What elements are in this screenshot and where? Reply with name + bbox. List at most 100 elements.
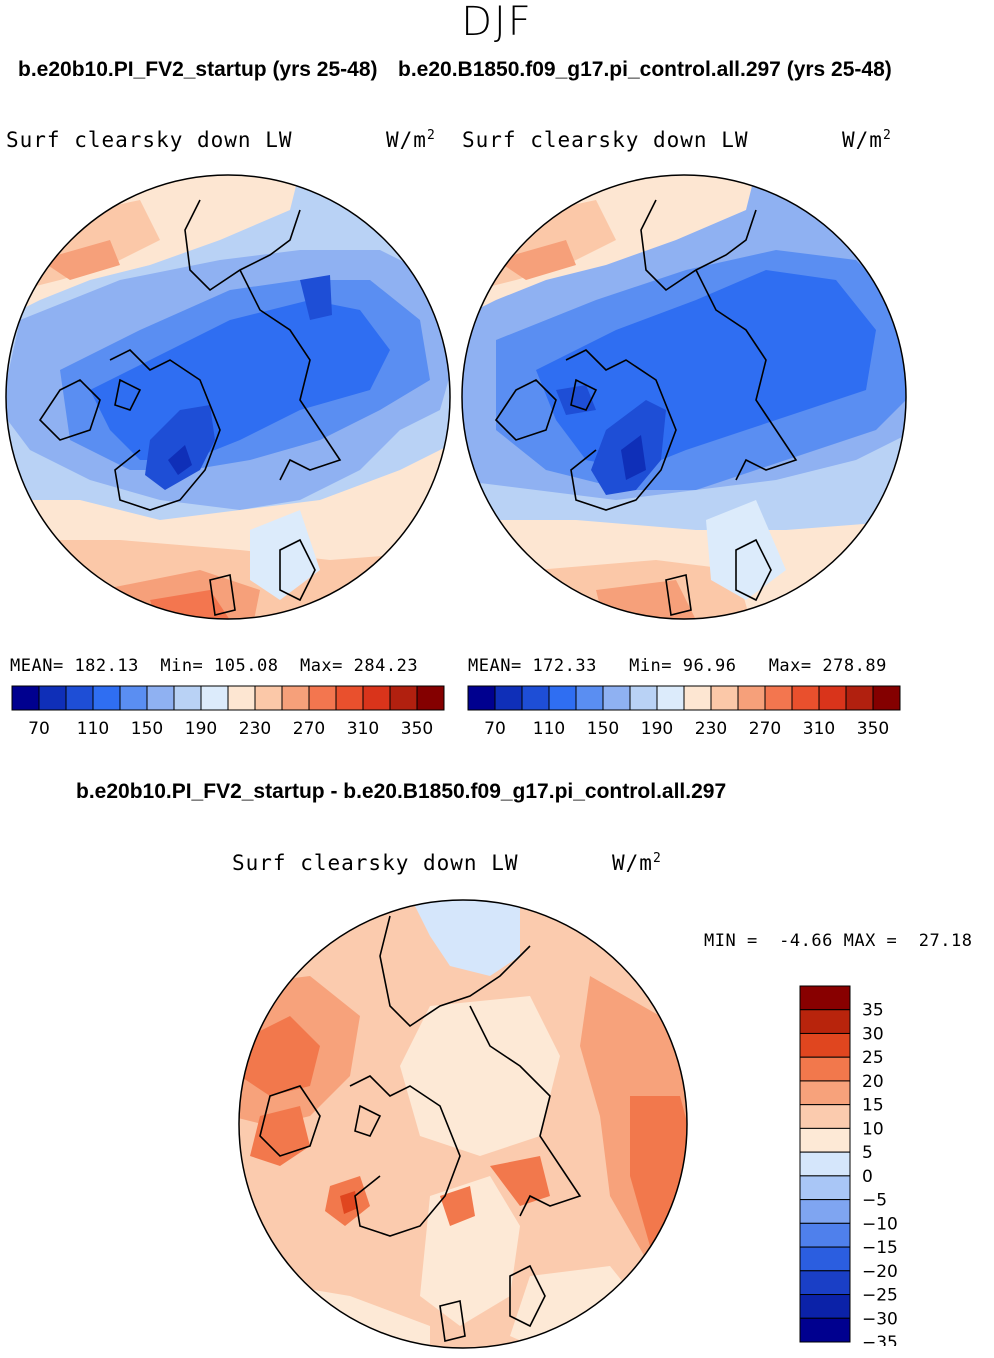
colorbar-swatch-l-14 bbox=[389, 685, 418, 711]
diff-coastlines bbox=[259, 915, 582, 1342]
colorbar-swatch-l-13 bbox=[362, 685, 391, 711]
left-variable-label: Surf clearsky down LW bbox=[6, 128, 293, 152]
diff-colorbar-swatch bbox=[799, 1317, 851, 1343]
colorbar-swatch-r-3 bbox=[548, 685, 577, 711]
diff-map-fill bbox=[239, 900, 687, 1348]
diff-colorbar-tick-label: −35 bbox=[862, 1333, 898, 1346]
colorbar-tick-label: 310 bbox=[803, 719, 835, 739]
colorbar-tick-label: 110 bbox=[533, 719, 565, 739]
right-stats: MEAN= 172.33 Min= 96.96 Max= 278.89 bbox=[468, 656, 887, 676]
diff-colorbar-tick-label: 15 bbox=[862, 1096, 884, 1116]
colorbar-tick-label: 270 bbox=[749, 719, 781, 739]
diff-colorbar-swatch bbox=[799, 1175, 851, 1201]
colorbar-swatch-l-4 bbox=[119, 685, 148, 711]
colorbar-swatch-l-3 bbox=[92, 685, 121, 711]
diff-polar-map bbox=[238, 899, 688, 1349]
colorbar-swatch-r-4 bbox=[575, 685, 604, 711]
diff-colorbar-tick-label: −20 bbox=[862, 1262, 898, 1282]
diff-colorbar-tick-label: −5 bbox=[862, 1191, 887, 1211]
colorbar-swatch-l-1 bbox=[38, 685, 67, 711]
diff-variable-label: Surf clearsky down LW bbox=[232, 851, 519, 875]
diff-colorbar-tick-label: −10 bbox=[862, 1214, 898, 1234]
diff-colorbar-swatch bbox=[799, 1270, 851, 1296]
diff-colorbar-swatch bbox=[799, 1032, 851, 1058]
colorbar-swatch-r-6 bbox=[629, 685, 658, 711]
colorbar-tick-label: 150 bbox=[131, 719, 163, 739]
right-units-label: W/m2 bbox=[842, 128, 892, 152]
diff-colorbar-tick-label: 5 bbox=[862, 1143, 873, 1163]
colorbar-swatch-l-12 bbox=[335, 685, 364, 711]
left-case-header: b.e20b10.PI_FV2_startup (yrs 25-48) bbox=[18, 58, 378, 81]
colorbar-tick-label: 70 bbox=[28, 719, 50, 739]
colorbar-swatch-l-5 bbox=[146, 685, 175, 711]
diff-colorbar-swatch bbox=[799, 1080, 851, 1106]
right-map-fill bbox=[462, 175, 906, 619]
colorbar-tick-label: 310 bbox=[347, 719, 379, 739]
colorbar-swatch-r-5 bbox=[602, 685, 631, 711]
diff-colorbar-tick-label: 30 bbox=[862, 1024, 884, 1044]
left-colorbar: 70 110 150 190 230 270 310 350 bbox=[11, 685, 445, 739]
right-case-header: b.e20.B1850.f09_g17.pi_control.all.297 (… bbox=[398, 58, 892, 81]
diff-colorbar-swatch bbox=[799, 1056, 851, 1082]
colorbar-swatch-l-2 bbox=[65, 685, 94, 711]
diff-colorbar-tick-label: 35 bbox=[862, 1001, 884, 1021]
diff-colorbar-swatch bbox=[799, 1151, 851, 1177]
colorbar-swatch-l-7 bbox=[200, 685, 229, 711]
right-coastlines bbox=[494, 199, 798, 616]
diff-colorbar-tick-label: 20 bbox=[862, 1072, 884, 1092]
colorbar-swatch-l-10 bbox=[281, 685, 310, 711]
colorbar-tick-label: 70 bbox=[484, 719, 506, 739]
colorbar-swatch-r-2 bbox=[521, 685, 550, 711]
diff-colorbar-swatch bbox=[799, 1009, 851, 1034]
colorbar-tick-label: 230 bbox=[695, 719, 727, 739]
diff-colorbar-tick-label: 25 bbox=[862, 1048, 884, 1068]
colorbar-tick-label: 350 bbox=[857, 719, 889, 739]
right-polar-map bbox=[461, 174, 907, 620]
colorbar-swatch-r-15 bbox=[872, 685, 901, 711]
diff-colorbar-swatch bbox=[799, 1294, 851, 1319]
colorbar-swatch-l-11 bbox=[308, 685, 337, 711]
right-colorbar: 70 110 150 190 230 270 310 350 bbox=[467, 685, 901, 739]
colorbar-tick-label: 110 bbox=[77, 719, 109, 739]
diff-case-header: b.e20b10.PI_FV2_startup - b.e20.B1850.f0… bbox=[76, 780, 727, 803]
colorbar-swatch-r-11 bbox=[764, 685, 793, 711]
colorbar-swatch-r-14 bbox=[845, 685, 874, 711]
colorbar-swatch-l-0 bbox=[11, 685, 40, 711]
colorbar-tick-label: 230 bbox=[239, 719, 271, 739]
diff-stats: MIN = -4.66 MAX = 27.18 bbox=[704, 931, 973, 951]
colorbar-tick-label: 190 bbox=[641, 719, 673, 739]
diff-colorbar-tick-label: −15 bbox=[862, 1238, 898, 1258]
left-stats: MEAN= 182.13 Min= 105.08 Max= 284.23 bbox=[10, 656, 419, 676]
colorbar-swatch-r-13 bbox=[818, 685, 847, 711]
left-map-fill bbox=[6, 175, 450, 619]
left-units-label: W/m2 bbox=[386, 128, 436, 152]
colorbar-tick-label: 150 bbox=[587, 719, 619, 739]
diff-units-label: W/m2 bbox=[612, 851, 662, 875]
right-variable-label: Surf clearsky down LW bbox=[462, 128, 749, 152]
diff-colorbar-swatch bbox=[799, 1127, 851, 1153]
colorbar-tick-label: 190 bbox=[185, 719, 217, 739]
colorbar-tick-label: 350 bbox=[401, 719, 433, 739]
diff-colorbar-swatch bbox=[799, 1199, 851, 1224]
diff-colorbar-swatch bbox=[799, 1222, 851, 1248]
season-title: DJF bbox=[461, 0, 533, 45]
colorbar-swatch-r-8 bbox=[683, 685, 712, 711]
diff-colorbar-tick-label: 0 bbox=[862, 1167, 873, 1187]
left-polar-map bbox=[5, 174, 451, 620]
diff-colorbar-tick-label: −25 bbox=[862, 1286, 898, 1306]
colorbar-swatch-r-10 bbox=[737, 685, 766, 711]
colorbar-swatch-l-6 bbox=[173, 685, 202, 711]
colorbar-swatch-r-7 bbox=[656, 685, 685, 711]
diff-colorbar-tick-label: −30 bbox=[862, 1309, 898, 1329]
colorbar-swatch-l-9 bbox=[254, 685, 283, 711]
diff-colorbar-swatch bbox=[799, 1104, 851, 1129]
diff-colorbar-swatch bbox=[799, 985, 851, 1011]
colorbar-tick-label: 270 bbox=[293, 719, 325, 739]
colorbar-swatch-l-8 bbox=[227, 685, 256, 711]
diff-colorbar-swatch bbox=[799, 1246, 851, 1272]
colorbar-swatch-l-15 bbox=[416, 685, 445, 711]
diff-colorbar: 35 30 25 20 15 10 5 0 −5 −10 −15 −20 −25 −30 −35 bbox=[799, 985, 898, 1346]
colorbar-swatch-r-0 bbox=[467, 685, 496, 711]
colorbar-swatch-r-1 bbox=[494, 685, 523, 711]
colorbar-swatch-r-9 bbox=[710, 685, 739, 711]
